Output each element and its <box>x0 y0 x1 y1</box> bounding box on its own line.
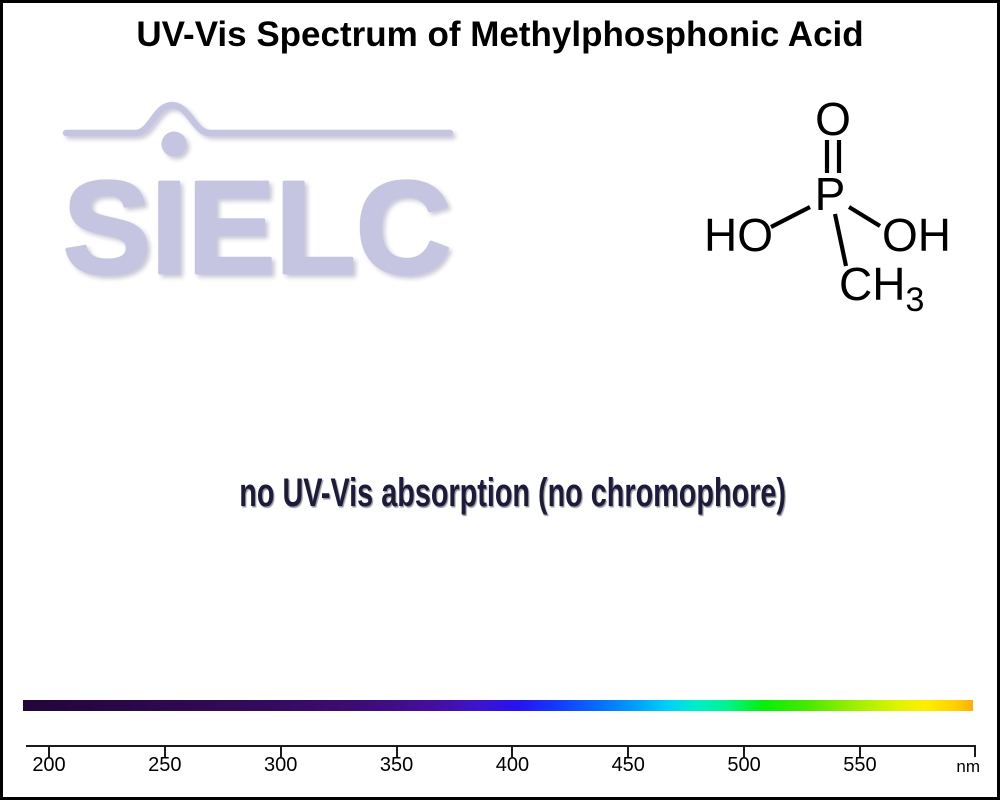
axis-end-tick <box>974 745 976 757</box>
axis-tick <box>743 745 746 757</box>
axis-tick-label: 250 <box>148 754 182 776</box>
axis-tick-label: 500 <box>727 754 761 776</box>
axis-tick-label: 300 <box>264 754 298 776</box>
logo-text: SIELC <box>63 154 451 301</box>
atom-hydroxyl-right: OH <box>882 209 951 261</box>
absorption-note: no UV-Vis absorption (no chromophore) <box>239 471 787 515</box>
bond-p-ch3 <box>832 213 849 267</box>
chromatogram-peak-line-icon <box>62 101 454 137</box>
axis-tick-label: 400 <box>495 754 530 776</box>
axis-tick <box>858 745 861 757</box>
bond-p-oh <box>847 205 882 228</box>
axis-tick-label: 550 <box>843 754 877 776</box>
bond-p-ho <box>770 205 811 229</box>
axis-tick <box>395 745 398 757</box>
axis-line <box>26 745 976 747</box>
axis-tick-label: 200 <box>32 754 66 776</box>
axis-tick-label: 350 <box>379 754 414 776</box>
sielc-logo: SIELC <box>61 96 461 303</box>
atom-phosphorus: P <box>815 168 846 220</box>
page-title: UV-Vis Spectrum of Methylphosphonic Acid <box>136 15 864 54</box>
axis-tick <box>627 745 630 757</box>
molecule-structure: O P HO OH CH3 <box>693 88 983 323</box>
atom-oxygen: O <box>815 93 851 145</box>
logo-i-dot-icon <box>161 131 187 157</box>
axis-tick-label: 450 <box>611 754 645 776</box>
methyl-subscript: 3 <box>905 281 924 319</box>
absorption-note-row: no UV-Vis absorption (no chromophore) <box>3 473 997 522</box>
axis-unit-label: nm <box>956 757 980 776</box>
atom-hydroxyl-left: HO <box>704 209 773 261</box>
axis-tick <box>279 745 282 757</box>
axis-tick <box>511 745 514 757</box>
axis-tick <box>163 745 166 757</box>
spectrum-colorbar <box>23 700 973 711</box>
atom-methyl: CH3 <box>839 258 924 319</box>
axis-tick <box>48 745 50 757</box>
